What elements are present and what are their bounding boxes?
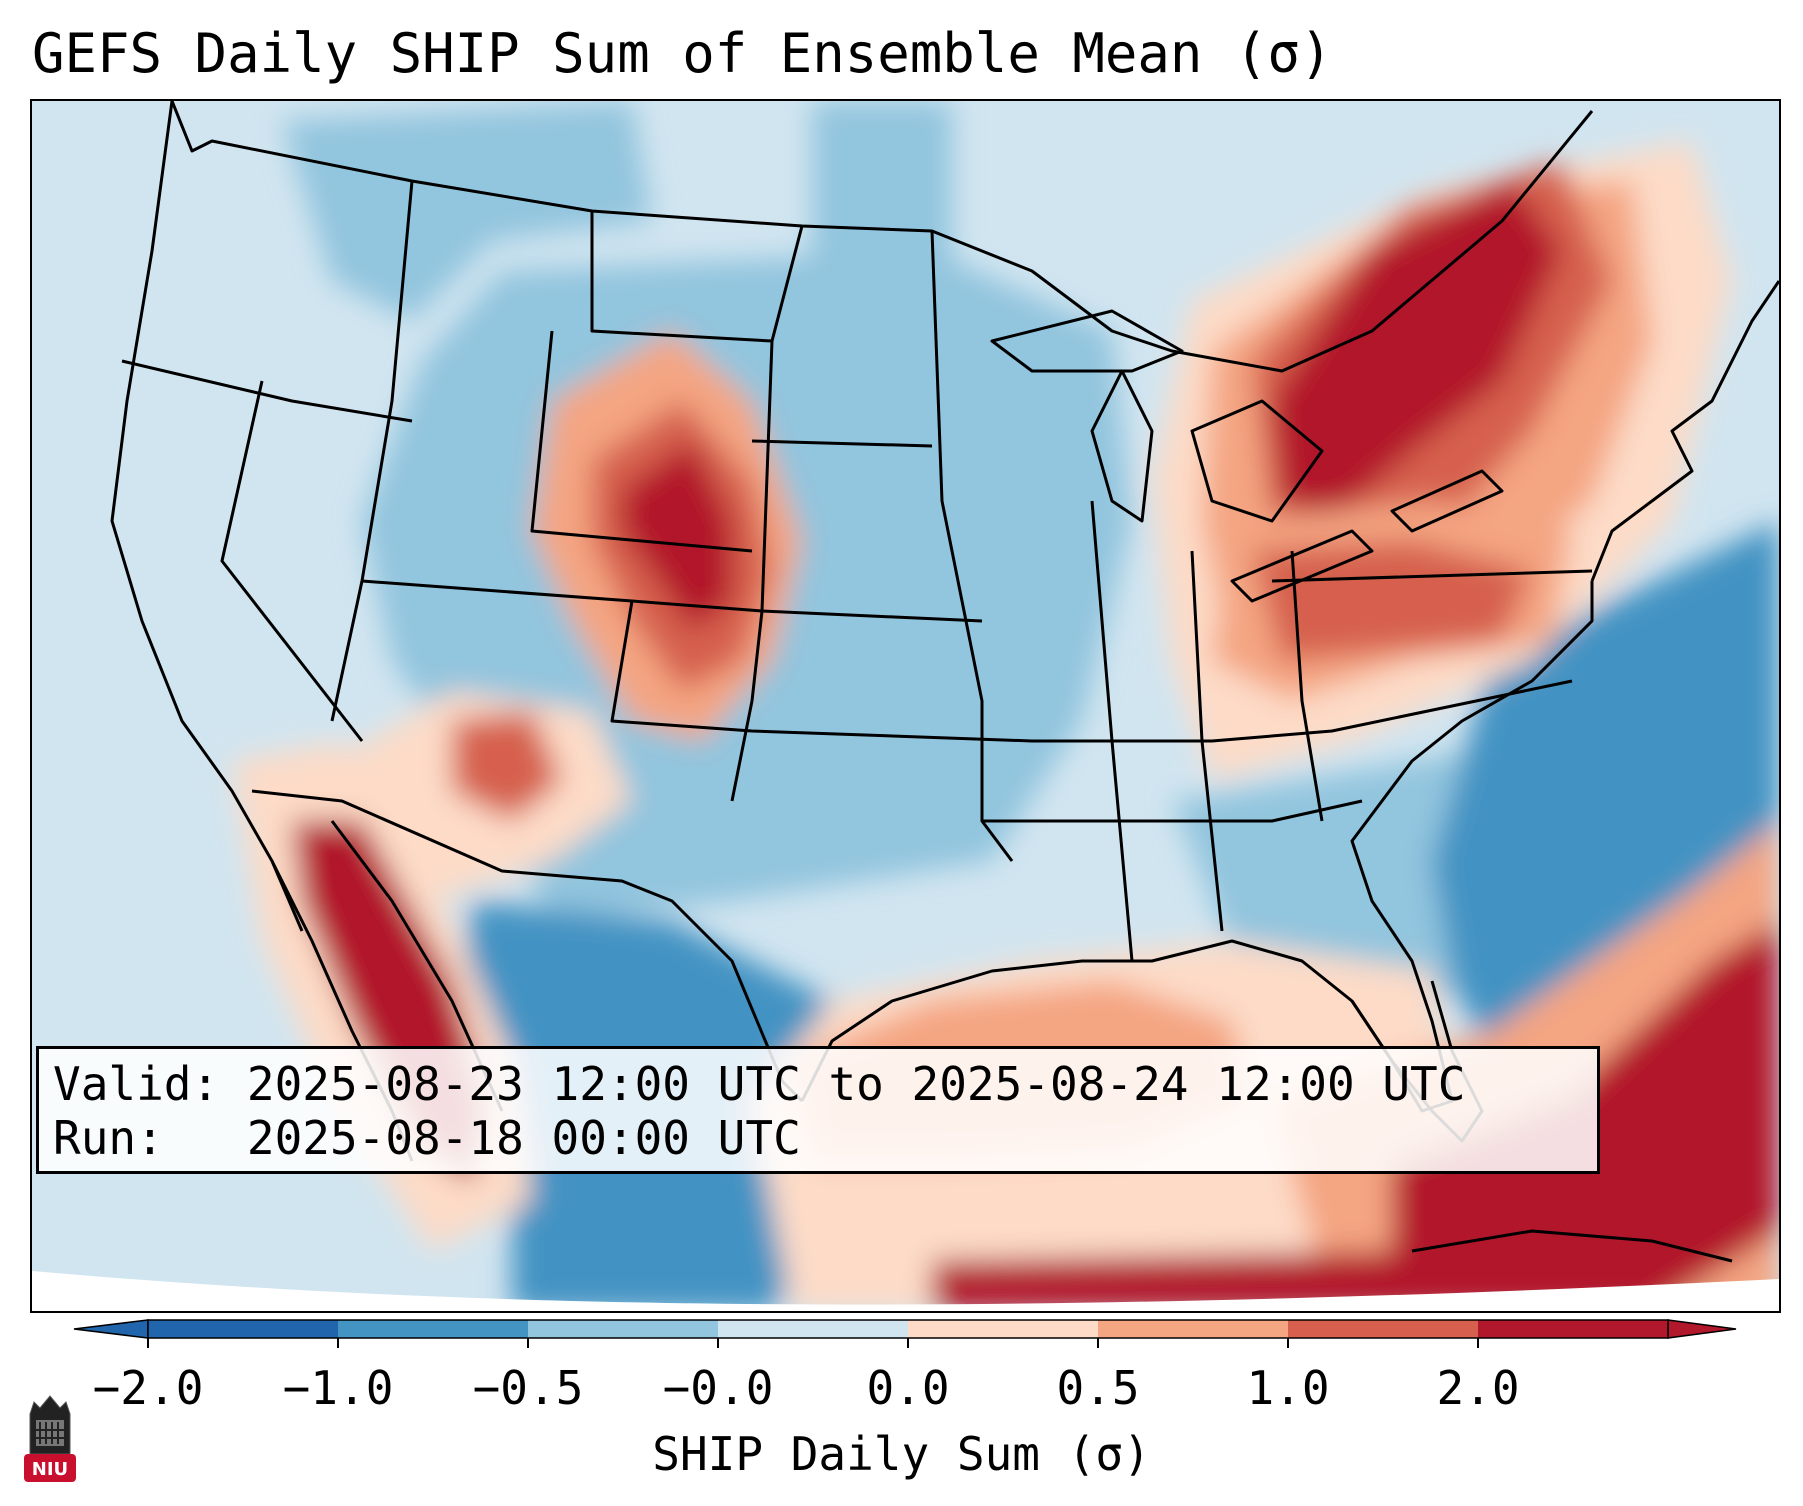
colorbar-tick-label: 0.0 [866,1361,950,1415]
colorbar-tick-label: 2.0 [1436,1361,1520,1415]
state-line-4 [590,211,804,343]
colorbar-label: SHIP Daily Sum (σ) [652,1427,1151,1481]
colorbar-extend-min [73,1319,149,1339]
boundary-lines [110,101,1779,1263]
great-lakes-huron [1190,399,1324,523]
cuba [1411,1229,1733,1263]
state-line-6 [530,330,753,553]
great-lakes-ontario [1390,469,1504,533]
map-title: GEFS Daily SHIP Sum of Ensemble Mean (σ) [32,22,1333,85]
colorbar-segment [1098,1320,1289,1338]
colorbar-segment [338,1320,529,1338]
state-line-8 [930,230,1014,862]
run-label: Run: [53,1111,164,1165]
west-coast [110,101,304,932]
colorbar-segment [528,1320,719,1338]
state-line-13 [1090,500,1134,962]
state-line-2 [330,180,414,722]
colorbar-segments [73,1319,1737,1348]
colorbar-segment [908,1320,1099,1338]
map-panel [30,99,1781,1313]
heatmap-map [32,101,1779,1311]
colorbar-tick-label: 0.5 [1056,1361,1140,1415]
state-line-17 [220,380,364,742]
region-southwest-red [452,711,562,821]
great-lakes-michigan [1090,369,1154,523]
region-blue-northwest [282,101,652,321]
run-value: 2025-08-18 00:00 UTC [246,1111,801,1165]
state-line-7 [610,600,1033,743]
colorbar-segment [148,1320,339,1338]
state-line-10 [761,609,983,623]
colorbar-tick-label: −0.0 [662,1361,774,1415]
region-blue-northcentral [812,101,952,321]
domain-edge-white [32,1271,1779,1311]
region-northeast-darkred [1272,181,1562,521]
state-line-5 [730,340,774,802]
niu-logo-text: NIU [32,1459,68,1480]
state-line-12 [982,799,1363,823]
us-canada-border [170,101,1594,373]
state-line-11 [1032,679,1573,743]
niu-logo: NIU [24,1395,76,1482]
great-lakes-erie [1230,529,1374,603]
colorbar-segment [1288,1320,1479,1338]
region-bottom-red-band [932,1251,1482,1311]
colorbar-tick-label: −2.0 [92,1361,204,1415]
colorbar [73,1319,1737,1348]
region-wyoming-darkred [622,441,732,631]
state-line-14 [1190,550,1224,932]
colorbar-segment [718,1320,909,1338]
colorbar-segment [1478,1320,1669,1338]
state-line-15 [1290,550,1324,822]
valid-value: 2025-08-23 12:00 UTC to 2025-08-24 12:00… [246,1057,1466,1111]
colorbar-tick-label: −1.0 [282,1361,394,1415]
state-line-16 [1271,569,1593,583]
valid-label: Valid: [53,1057,220,1111]
valid-run-box: Valid: 2025-08-23 12:00 UTC to 2025-08-2… [36,1046,1600,1174]
colorbar-tick-label: 1.0 [1246,1361,1330,1415]
state-line-1 [121,359,413,423]
east-coast [1590,280,1779,582]
great-lakes-superior [990,309,1184,373]
state-line-9 [751,439,933,448]
colorbar-extend-max [1667,1319,1737,1339]
niu-logo-badge [24,1454,76,1482]
colorbar-tick-label: −0.5 [472,1361,584,1415]
